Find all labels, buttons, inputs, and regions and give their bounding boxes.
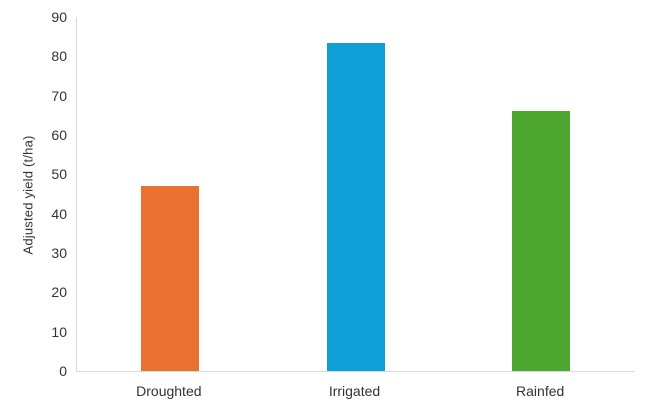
y-tick-label-90: 90 bbox=[51, 9, 67, 25]
bar-irrigated bbox=[326, 43, 385, 371]
x-category-label-irrigated: Irrigated bbox=[328, 383, 381, 399]
y-tick-label-20: 20 bbox=[51, 284, 67, 301]
y-tick-label-60: 60 bbox=[51, 127, 67, 143]
x-category-label-rainfed: Rainfed bbox=[516, 383, 565, 399]
y-tick-label-80: 80 bbox=[51, 48, 67, 65]
y-tick-label-30: 30 bbox=[51, 245, 67, 261]
y-tick-label-0: 0 bbox=[59, 363, 67, 379]
bar-rainfed bbox=[512, 111, 571, 371]
y-tick-label-10: 10 bbox=[51, 323, 67, 340]
bar-droughted bbox=[140, 186, 199, 371]
y-axis-title: Adjusted yield (t/ha) bbox=[20, 135, 36, 255]
y-tick-label-50: 50 bbox=[51, 166, 67, 183]
plot-area bbox=[76, 17, 634, 372]
y-tick-label-70: 70 bbox=[51, 87, 67, 104]
y-tick-label-40: 40 bbox=[51, 205, 67, 222]
x-category-label-droughted: Droughted bbox=[136, 383, 202, 399]
